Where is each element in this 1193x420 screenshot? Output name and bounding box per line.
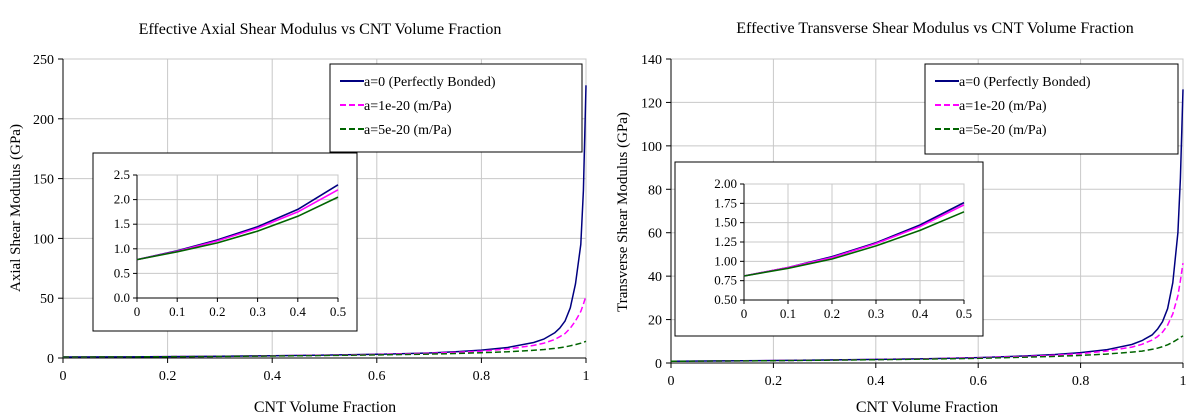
inset-box [674,161,984,337]
inset-y-tick-label: 1.5 [114,216,130,231]
y-axis-label: Transverse Shear Modulus (GPa) [615,112,631,312]
x-axis-label: CNT Volume Fraction [254,399,396,415]
legend-label: a=0 (Perfectly Bonded) [364,75,496,90]
x-tick-label: 0.4 [867,374,885,389]
inset-series-line [136,196,339,261]
inset-y-tick-label: 0.75 [714,273,737,288]
y-tick-label: 40 [648,270,662,285]
x-tick-label: 1 [1180,374,1187,389]
inset-y-tick-label: 1.0 [114,241,130,256]
inset-y-tick-label: 1.25 [714,234,737,249]
y-tick-label: 0 [47,352,54,367]
inset-y-tick-label: 2.5 [114,167,130,182]
series-line [62,340,587,358]
y-tick-label: 0 [655,357,662,372]
inset-x-tick-label: 0.5 [330,304,346,319]
legend-label: a=5e-20 (m/Pa) [959,123,1047,138]
series-line [670,335,1184,363]
legend-label: a=5e-20 (m/Pa) [364,123,452,138]
y-tick-label: 120 [641,96,662,111]
inset-x-tick-label: 0.3 [868,306,884,321]
x-tick-label: 1 [583,369,590,384]
x-tick-label: 0.2 [159,369,177,384]
y-tick-label: 140 [641,53,662,68]
x-tick-label: 0.4 [263,369,281,384]
y-axis-label: Axial Shear Modulus (GPa) [8,124,24,292]
x-tick-label: 0.6 [969,374,987,389]
inset-y-tick-label: 2.0 [114,192,130,207]
x-tick-label: 0.2 [765,374,783,389]
chart-title: Effective Axial Shear Modulus vs CNT Vol… [139,21,502,38]
inset-x-tick-label: 0.1 [169,304,185,319]
y-tick-label: 150 [33,173,54,188]
legend-box [924,63,1179,155]
x-tick-label: 0 [668,374,675,389]
inset-y-tick-label: 1.50 [714,215,737,230]
legend-label: a=0 (Perfectly Bonded) [959,75,1091,90]
legend-label: a=1e-20 (m/Pa) [959,99,1047,114]
inset-x-tick-label: 0.1 [780,306,796,321]
series-line [670,262,1184,363]
axial-shear-chart: Effective Axial Shear Modulus vs CNT Vol… [8,21,590,416]
transverse-shear-chart: Effective Transverse Shear Modulus vs CN… [615,20,1187,416]
y-tick-label: 20 [648,314,662,329]
x-tick-label: 0.8 [1072,374,1090,389]
y-tick-label: 50 [40,292,54,307]
inset-series-line [743,211,965,277]
inset-x-tick-label: 0.4 [912,306,929,321]
x-axis-label: CNT Volume Fraction [856,399,998,415]
inset-x-tick-label: 0.2 [209,304,225,319]
y-tick-label: 80 [648,183,662,198]
y-tick-label: 100 [33,232,54,247]
inset-y-tick-label: 2.00 [714,176,737,191]
y-tick-label: 60 [648,227,662,242]
inset-x-tick-label: 0.4 [290,304,307,319]
x-tick-label: 0 [60,369,67,384]
inset-y-tick-label: 0.50 [714,292,737,307]
x-tick-label: 0.6 [368,369,386,384]
series-line [670,89,1184,363]
inset-x-tick-label: 0.2 [824,306,840,321]
inset-y-tick-label: 1.75 [714,195,737,210]
y-tick-label: 200 [33,113,54,128]
inset-y-tick-label: 1.00 [714,253,737,268]
inset-y-tick-label: 0.5 [114,265,130,280]
x-tick-label: 0.8 [473,369,491,384]
y-tick-label: 250 [33,53,54,68]
inset-x-tick-label: 0.3 [249,304,265,319]
chart-title: Effective Transverse Shear Modulus vs CN… [736,20,1133,37]
inset-x-tick-label: 0 [134,304,141,319]
inset-x-tick-label: 0.5 [956,306,972,321]
legend-box [329,63,583,153]
inset-y-tick-label: 0.0 [114,290,130,305]
inset-x-tick-label: 0 [741,306,748,321]
y-tick-label: 100 [641,140,662,155]
legend-label: a=1e-20 (m/Pa) [364,99,452,114]
